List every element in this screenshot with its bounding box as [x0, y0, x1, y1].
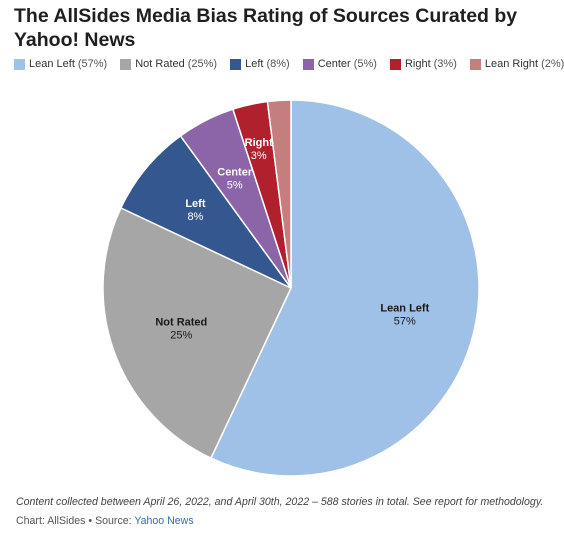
legend-item-lean-right: Lean Right (2%) [469, 58, 564, 70]
pie-slice-lean-right [266, 99, 292, 289]
legend-label: Lean Left [29, 58, 75, 70]
legend-swatch [302, 58, 314, 70]
pie-slice-left [119, 134, 292, 289]
legend-item-center: Center (5%) [302, 58, 377, 70]
legend-swatch [469, 58, 481, 70]
legend-label: Center [317, 58, 351, 70]
slice-label-not-rated: Not Rated 25% [155, 317, 207, 342]
legend-percent: (57%) [77, 58, 108, 70]
legend-percent: (25%) [187, 58, 218, 70]
legend-swatch [230, 58, 242, 70]
slice-label-right: Right 3% [245, 137, 273, 162]
legend-item-not-rated: Not Rated (25%) [120, 58, 217, 70]
chart-title: The AllSides Media Bias Rating of Source… [14, 5, 518, 51]
pie-chart: Lean Left 57% Not Rated 25% Left 8% Center 5% Ri… [102, 99, 480, 477]
legend-label: Not Rated [135, 58, 185, 70]
legend-label: Left [245, 58, 264, 70]
legend-percent: (5%) [353, 58, 377, 70]
source-link[interactable]: Yahoo News [134, 515, 194, 527]
legend-item-left: Left (8%) [230, 58, 290, 70]
chart-legend: Lean Left (57%) Not Rated (25%) Left (8%) Cent… [14, 58, 564, 70]
legend-swatch [389, 58, 401, 70]
footnote: Content collected between April 26, 2022… [16, 496, 544, 508]
slice-label-lean-left: Lean Left 57% [380, 302, 429, 327]
credit-prefix: Chart: AllSides • Source: [16, 515, 135, 527]
legend-item-right: Right (3%) [389, 58, 457, 70]
legend-percent: (3%) [433, 58, 457, 70]
legend-percent: (2%) [541, 58, 564, 70]
chart-credit: Chart: AllSides • Source: Yahoo News [16, 515, 194, 527]
slice-label-left: Left 8% [185, 198, 206, 223]
legend-label: Lean Right [484, 58, 539, 70]
legend-item-lean-left: Lean Left (57%) [14, 58, 107, 70]
legend-percent: (8%) [266, 58, 290, 70]
legend-swatch [120, 58, 132, 70]
slice-label-center: Center 5% [217, 166, 253, 191]
pie-slice-lean-left [209, 99, 480, 477]
pie-slice-not-rated [102, 206, 292, 460]
legend-swatch [14, 58, 25, 70]
legend-label: Right [404, 58, 431, 70]
